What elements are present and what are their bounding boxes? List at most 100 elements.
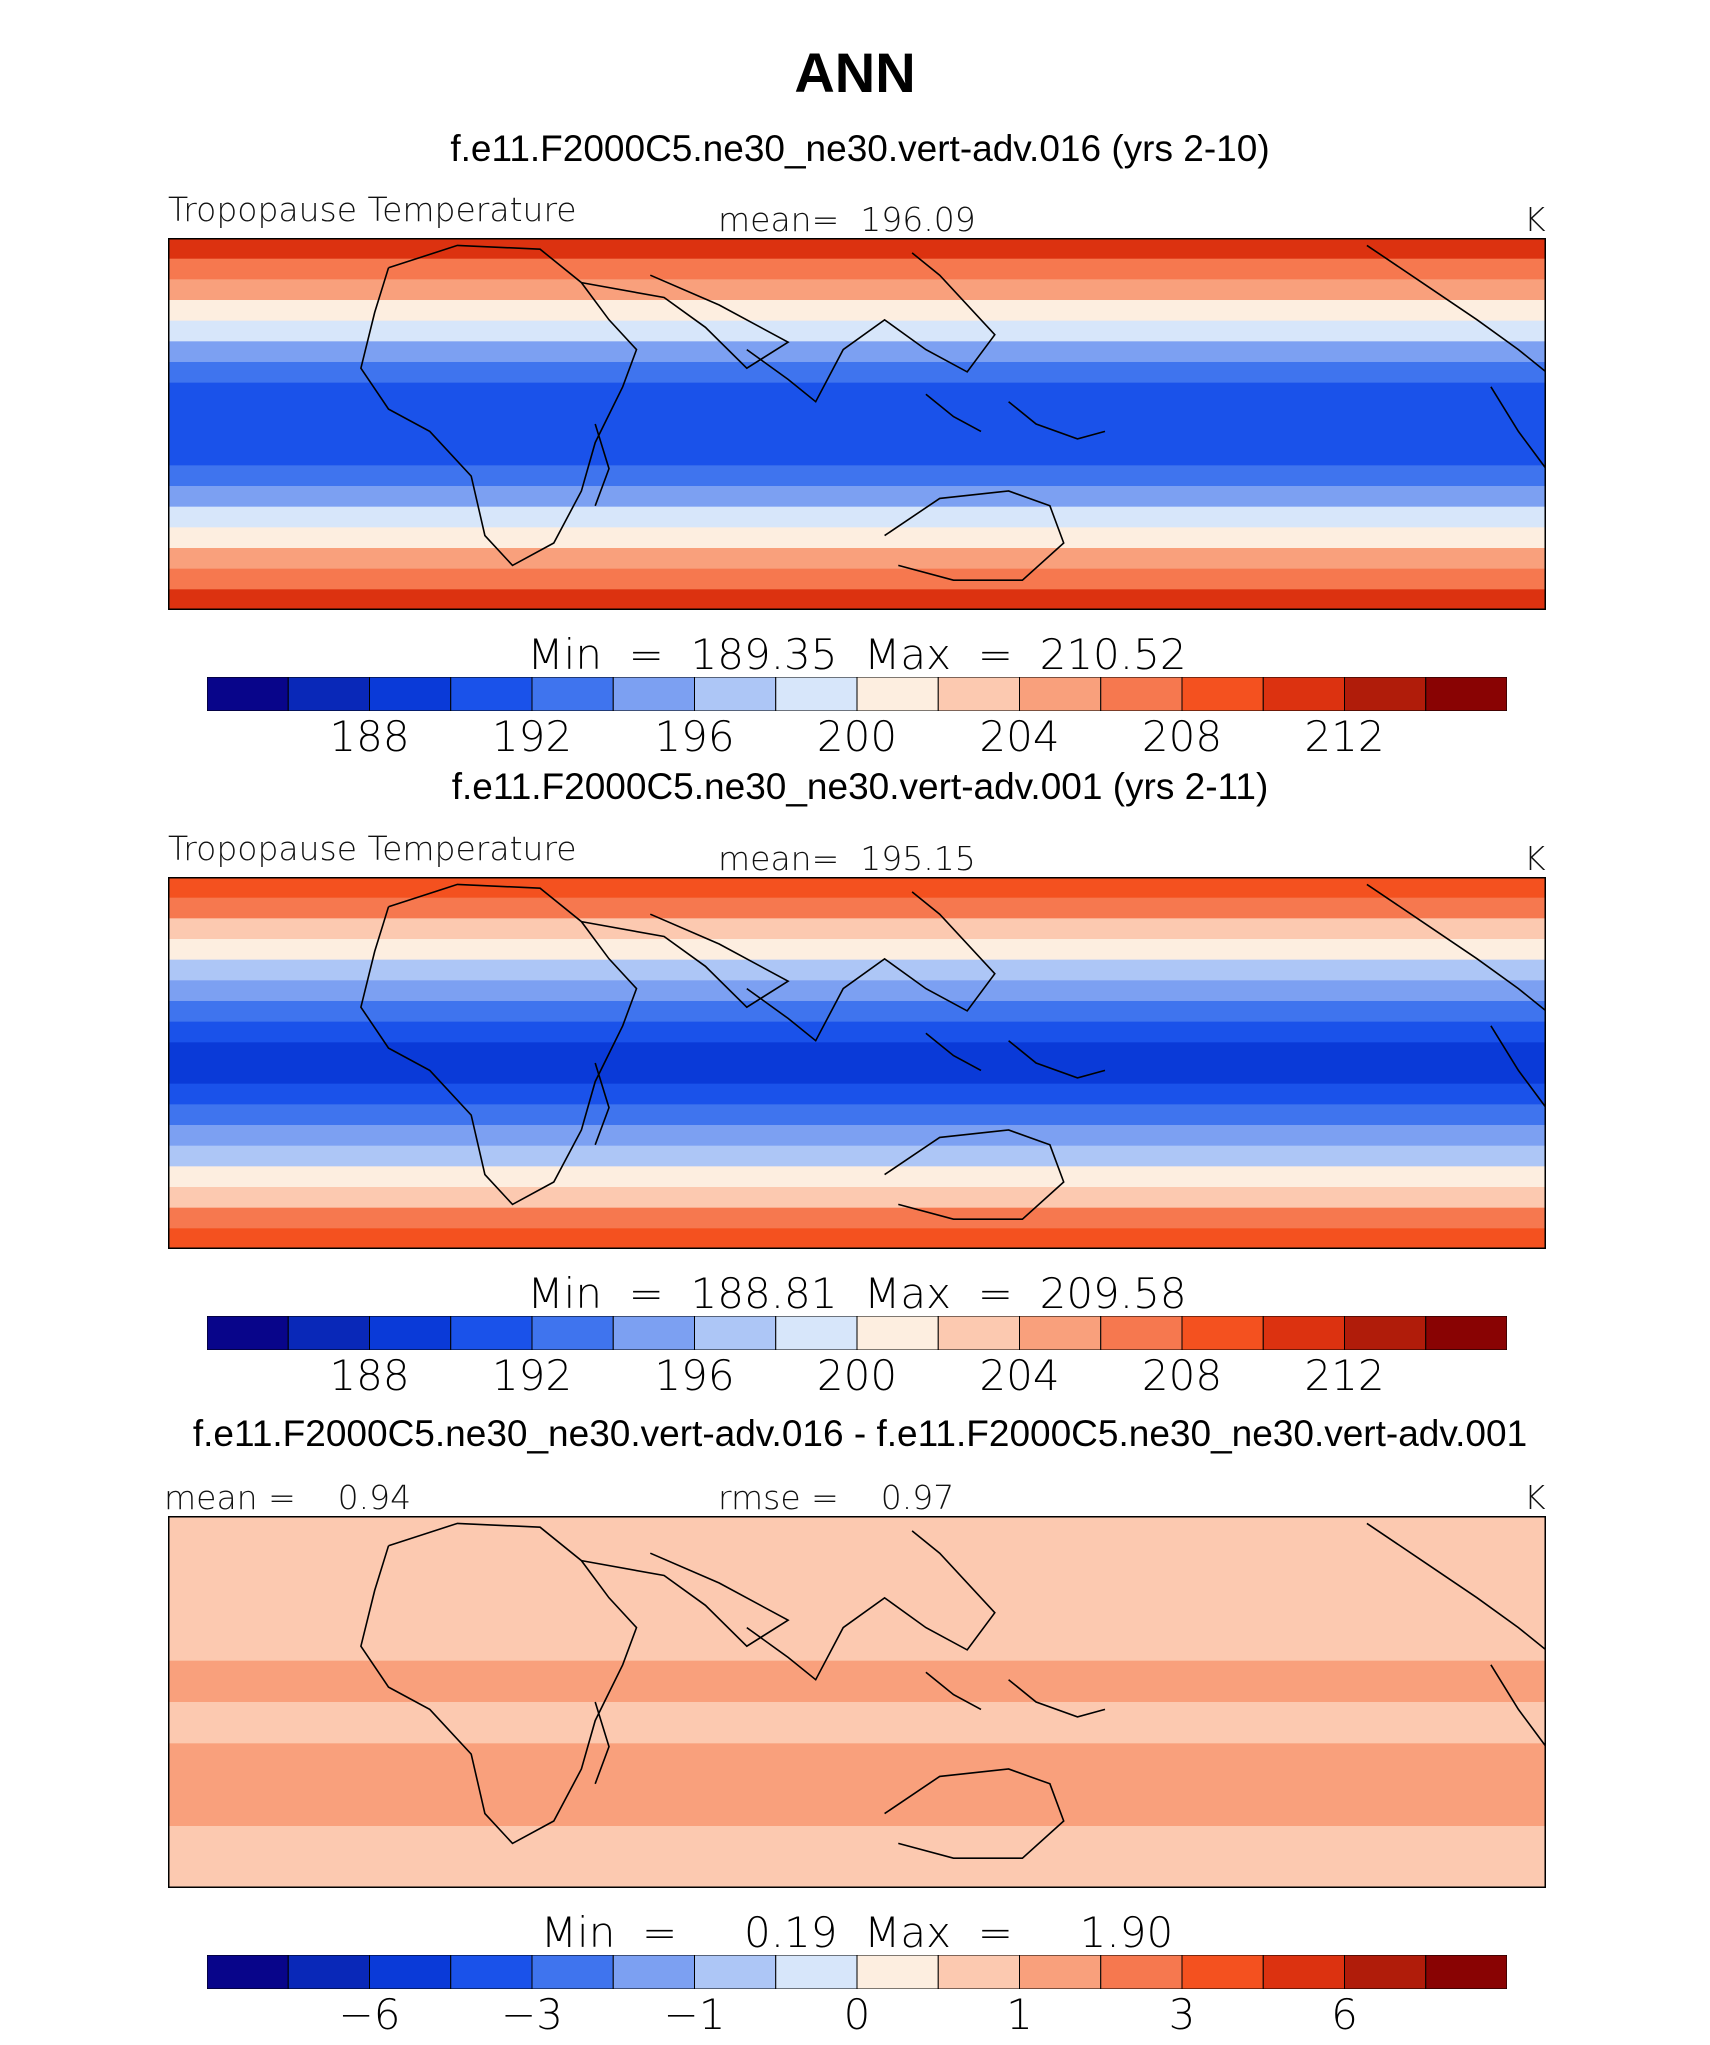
panel2-colorbar-ticks: 188 192 196 200 204 208 212: [207, 1351, 1507, 1401]
latitude-band: [168, 1805, 1546, 1827]
coastline: [360, 883, 638, 1206]
colorbar-swatch: [612, 1316, 695, 1350]
coastline: [1490, 386, 1546, 470]
map-frame: [168, 238, 1546, 610]
latitude-band: [168, 403, 1546, 425]
latitude-band: [168, 1104, 1546, 1126]
latitude-band: [168, 527, 1546, 549]
colorbar-tick-label: 200: [816, 712, 898, 761]
colorbar-swatch: [612, 677, 695, 711]
latitude-band: [168, 1187, 1546, 1209]
latitude-band: [168, 1826, 1546, 1848]
colorbar-swatch: [1181, 1955, 1264, 1989]
colorbar-swatch: [369, 677, 452, 711]
colorbar-swatch: [1344, 677, 1427, 711]
colorbar-tick-label: 192: [491, 712, 573, 761]
colorbar-swatch: [207, 1955, 289, 1989]
colorbar-tick-label: 212: [1304, 712, 1385, 761]
colorbar-swatch: [775, 677, 858, 711]
latitude-band: [168, 1846, 1546, 1868]
latitude-band: [168, 568, 1546, 590]
colorbar-swatch: [1425, 677, 1507, 711]
coastline: [925, 393, 982, 433]
latitude-band: [168, 1640, 1546, 1662]
panel1-colorbar-ticks: 188 192 196 200 204 208 212: [207, 712, 1507, 762]
coastline: [1490, 1025, 1546, 1109]
colorbar-tick-label: 208: [1141, 1351, 1223, 1400]
latitude-band: [168, 300, 1546, 322]
coastline: [1490, 1664, 1546, 1748]
colorbar-swatch: [694, 677, 777, 711]
colorbar-swatch: [856, 1316, 939, 1350]
panel3-min-max: Min = 0.19 Max = 1.90: [540, 1908, 1174, 1957]
panel3-units-label: K: [1524, 1478, 1546, 1517]
coastline: [1366, 1522, 1546, 1651]
colorbar-tick-label: 1: [1006, 1990, 1033, 2039]
coastline: [884, 1129, 1065, 1221]
latitude-band: [168, 362, 1546, 384]
colorbar-swatch: [369, 1316, 452, 1350]
latitude-band: [168, 897, 1546, 919]
colorbar-tick-label: 204: [979, 1351, 1060, 1400]
colorbar-swatch: [287, 1316, 370, 1350]
panel1-map: [168, 238, 1546, 610]
latitude-band: [168, 341, 1546, 363]
coastline: [1366, 244, 1546, 373]
colorbar-tick-label: −3: [501, 1990, 563, 2039]
coastline: [1366, 883, 1546, 1012]
colorbar-swatch: [937, 1955, 1020, 1989]
colorbar-tick-label: −1: [663, 1990, 726, 2039]
colorbar-swatch: [531, 677, 614, 711]
colorbar-swatch: [450, 1316, 533, 1350]
panel2-map: [168, 877, 1546, 1249]
latitude-band: [168, 959, 1546, 981]
colorbar-swatch: [856, 677, 939, 711]
panel2-left-label: Tropopause Temperature: [168, 829, 577, 868]
colorbar-swatch: [1019, 677, 1102, 711]
panel1-units-label: K: [1524, 200, 1546, 239]
colorbar-swatch: [1100, 1955, 1183, 1989]
coastline: [581, 913, 790, 1009]
latitude-band: [168, 548, 1546, 570]
panel1-mean-label: mean= 196.09: [718, 200, 976, 239]
colorbar-swatch: [1262, 1955, 1345, 1989]
colorbar-swatch: [937, 677, 1020, 711]
latitude-band: [168, 1702, 1546, 1724]
coastline: [360, 244, 638, 567]
colorbar-tick-label: 3: [1168, 1990, 1196, 2039]
coastline: [581, 1552, 790, 1648]
coastline: [746, 252, 996, 403]
colorbar-swatch: [207, 1316, 289, 1350]
coastline: [594, 1701, 610, 1785]
latitude-band: [168, 1166, 1546, 1188]
latitude-band: [168, 1125, 1546, 1147]
colorbar-swatch: [1019, 1955, 1102, 1989]
colorbar-swatch: [694, 1955, 777, 1989]
panel1-left-label: Tropopause Temperature: [168, 190, 577, 229]
coastline: [925, 1671, 982, 1711]
coastline: [594, 1062, 610, 1146]
latitude-band: [168, 465, 1546, 487]
latitude-band: [168, 1598, 1546, 1620]
panel1-min-max: Min = 189.35 Max = 210.52: [527, 630, 1187, 679]
latitude-band: [168, 1578, 1546, 1600]
latitude-band: [168, 939, 1546, 961]
colorbar-swatch: [775, 1955, 858, 1989]
panel2-min-max: Min = 188.81 Max = 209.58: [527, 1269, 1187, 1318]
latitude-band: [168, 589, 1546, 610]
latitude-band: [168, 382, 1546, 404]
latitude-band: [168, 1228, 1546, 1249]
panel3-colorbar-ticks: −6 −3 −1 0 1 3 6: [207, 1990, 1507, 2040]
colorbar-tick-label: 6: [1331, 1990, 1358, 2039]
latitude-band: [168, 444, 1546, 466]
panel3-rmse-label: rmse = 0.97: [718, 1478, 955, 1517]
panel2-colorbar: [207, 1316, 1507, 1350]
panel1-colorbar: [207, 677, 1507, 711]
latitude-band: [168, 1145, 1546, 1167]
colorbar-tick-label: 204: [979, 712, 1060, 761]
latitude-band: [168, 1001, 1546, 1023]
colorbar-swatch: [1019, 1316, 1102, 1350]
panel2-mean-label: mean= 195.15: [718, 839, 976, 878]
latitude-band: [168, 1042, 1546, 1064]
latitude-band: [168, 1536, 1546, 1558]
